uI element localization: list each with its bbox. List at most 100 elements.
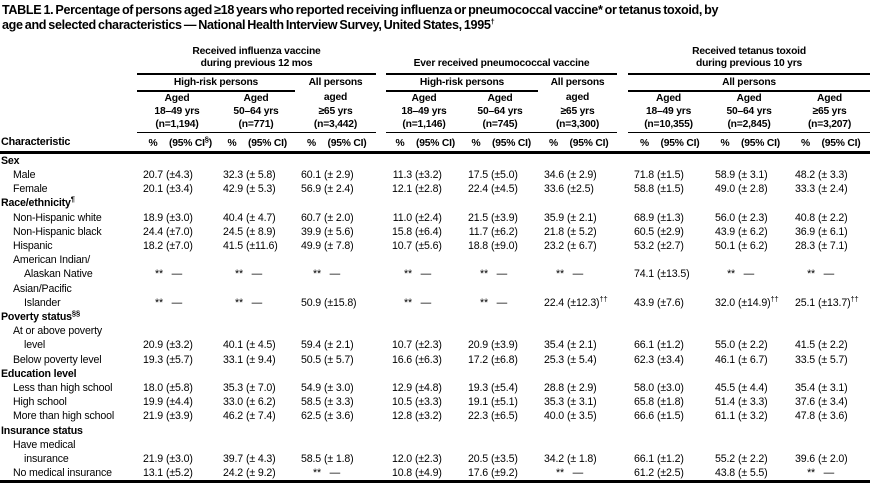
- column-gap: [617, 41, 628, 153]
- cell-percent: 61.2: [633, 467, 655, 480]
- row-label: More than high school: [13, 410, 115, 423]
- cell-percent: 33.1: [222, 353, 243, 366]
- data-cell: ** —: [538, 466, 617, 482]
- ci-label: (95% CI§): [169, 134, 213, 149]
- column-age_range: 50–64 yrs: [233, 105, 279, 117]
- cell-percent: **: [313, 467, 321, 480]
- section-footnote-marker: §§: [71, 309, 80, 318]
- ci-label: (95% CI): [741, 137, 781, 149]
- cell-ci: (± 6.7): [738, 353, 768, 366]
- table-row: American Indian/: [0, 253, 870, 267]
- table-row: Male 20.7 (±4.3) 32.3 (± 5.8) 60.1 (± 2.9) 11.3…: [0, 168, 870, 182]
- data-cell: ** —: [462, 267, 538, 281]
- cell-percent: 49.9: [300, 239, 321, 252]
- cell-ci: (±7.0): [166, 239, 193, 252]
- gap-cell: [617, 353, 628, 367]
- cell-percent: 11.3: [392, 168, 412, 181]
- characteristic-header: Characteristic: [1, 135, 71, 148]
- cell-percent: 24.4: [142, 225, 163, 238]
- cell-percent: 55.0: [714, 339, 736, 352]
- cell-ci: —: [567, 467, 584, 480]
- cell-percent: 43.8: [714, 467, 736, 480]
- gap-cell: [376, 182, 386, 196]
- data-cell: 40.4 (± 4.7): [217, 211, 295, 225]
- cell-percent: 15.8: [391, 225, 412, 238]
- cell-ci: (± 3.3): [818, 168, 848, 181]
- title-line1-text: TABLE 1. Percentage of persons aged ≥18 …: [2, 3, 719, 17]
- cell-percent: 22.4: [543, 296, 564, 309]
- cell-ci: (±5.4): [491, 381, 518, 394]
- cell-ci: (± 3.6): [818, 410, 848, 423]
- cell-ci: (±6.4): [415, 225, 442, 238]
- cell-ci: (±5.6): [415, 239, 442, 252]
- cell-ci: (±3.0): [166, 211, 193, 224]
- data-cell: 62.5 (± 3.6): [295, 409, 376, 423]
- cell-ci: (±3.4): [657, 353, 684, 366]
- data-cell: 33.3 (± 2.4): [789, 182, 870, 196]
- group-title: Received tetanus toxoid during previous 1…: [628, 40, 870, 75]
- cell-ci: (±9.0): [491, 239, 518, 252]
- cell-ci: (± 3.0): [324, 381, 354, 394]
- cell-percent: 32.3: [222, 168, 243, 181]
- data-cell: 34.2 (± 1.8): [538, 452, 617, 466]
- cell-ci: (± 3.4): [818, 396, 848, 409]
- row-label-line2: Alaskan Native: [24, 268, 93, 281]
- cell-ci: (± 7.8): [324, 239, 354, 252]
- cell-percent: 34.6: [543, 168, 564, 181]
- cell-ci: (± 1.8): [324, 452, 354, 465]
- cell-ci: (±1.5): [657, 183, 684, 196]
- column-n: (n=3,442): [295, 117, 376, 133]
- column-age_range: ≥65 yrs: [560, 105, 595, 117]
- cell-ci: (± 1.8): [567, 452, 597, 465]
- data-cell: 41.5 (±11.6): [217, 239, 295, 253]
- cell-ci: (±11.6): [246, 239, 278, 252]
- cell-percent: 35.4: [543, 339, 564, 352]
- cell-ci: (±5.1): [491, 396, 518, 409]
- data-cell: ** —: [462, 296, 538, 310]
- data-cell: 18.9 (±3.0): [137, 211, 217, 225]
- column-age_range: 18–49 yrs: [401, 105, 447, 117]
- cell-percent: 19.3: [142, 353, 163, 366]
- table-body: Sex Male 20.7 (±4.3) 32.3 (± 5.8) 60.1 (± 2.9) 1…: [0, 154, 870, 485]
- section-label: Insurance status: [1, 424, 83, 437]
- data-cell: 21.8 (± 5.2): [538, 225, 617, 239]
- gap-cell: [376, 395, 386, 409]
- table-row: Asian/Pacific: [0, 282, 870, 296]
- cell-percent: 33.6: [543, 183, 564, 196]
- table-header: Characteristic Received influenza vaccine…: [0, 40, 870, 155]
- cell-percent: 53.2: [633, 239, 655, 252]
- data-cell: 33.1 (± 9.4): [217, 353, 295, 367]
- cell-ci: (± 5.2): [567, 225, 597, 238]
- cell-ci: (±5.2): [166, 467, 193, 480]
- data-cell: 60.7 (± 2.0): [295, 211, 376, 225]
- data-cell: 19.1 (±5.1): [462, 395, 538, 409]
- cell-percent: 19.3: [467, 381, 488, 394]
- cell-percent: 47.8: [794, 410, 816, 423]
- cell-percent: 40.4: [222, 211, 243, 224]
- cell-percent: 12.9: [391, 381, 412, 394]
- cell-ci: (± 2.9): [567, 381, 597, 394]
- data-cell: ** —: [789, 466, 870, 482]
- gap-cell: [376, 381, 386, 395]
- table-row: At or above poverty: [0, 324, 870, 338]
- cell-ci: —: [491, 296, 508, 309]
- cell-ci: (± 8.9): [246, 225, 276, 238]
- cell-ci: (± 5.8): [246, 168, 276, 181]
- data-cell: 55.0 (± 2.2): [709, 338, 789, 352]
- cell-percent: 62.5: [300, 410, 321, 423]
- ci-footnote-marker: §: [204, 134, 209, 144]
- column-age_word: Aged: [656, 92, 681, 104]
- column-age_word: Aged: [411, 92, 437, 104]
- gap-cell: [617, 381, 628, 395]
- data-cell: 58.9 (± 3.1): [709, 168, 789, 182]
- column-age_range: ≥65 yrs: [812, 105, 847, 117]
- column-age_range: 18–49 yrs: [154, 105, 200, 117]
- cell-ci: (±4.9): [415, 467, 442, 480]
- cell-percent: 32.0: [714, 296, 736, 309]
- data-cell: 35.9 (± 2.1): [538, 211, 617, 225]
- data-cell: 21.9 (±3.0): [137, 452, 217, 466]
- data-cell: 10.8 (±4.9): [386, 466, 462, 482]
- data-cell: 61.1 (± 3.2): [709, 409, 789, 423]
- data-cell: 50.9 (±15.8): [295, 296, 376, 310]
- cell-percent: 10.7: [391, 239, 412, 252]
